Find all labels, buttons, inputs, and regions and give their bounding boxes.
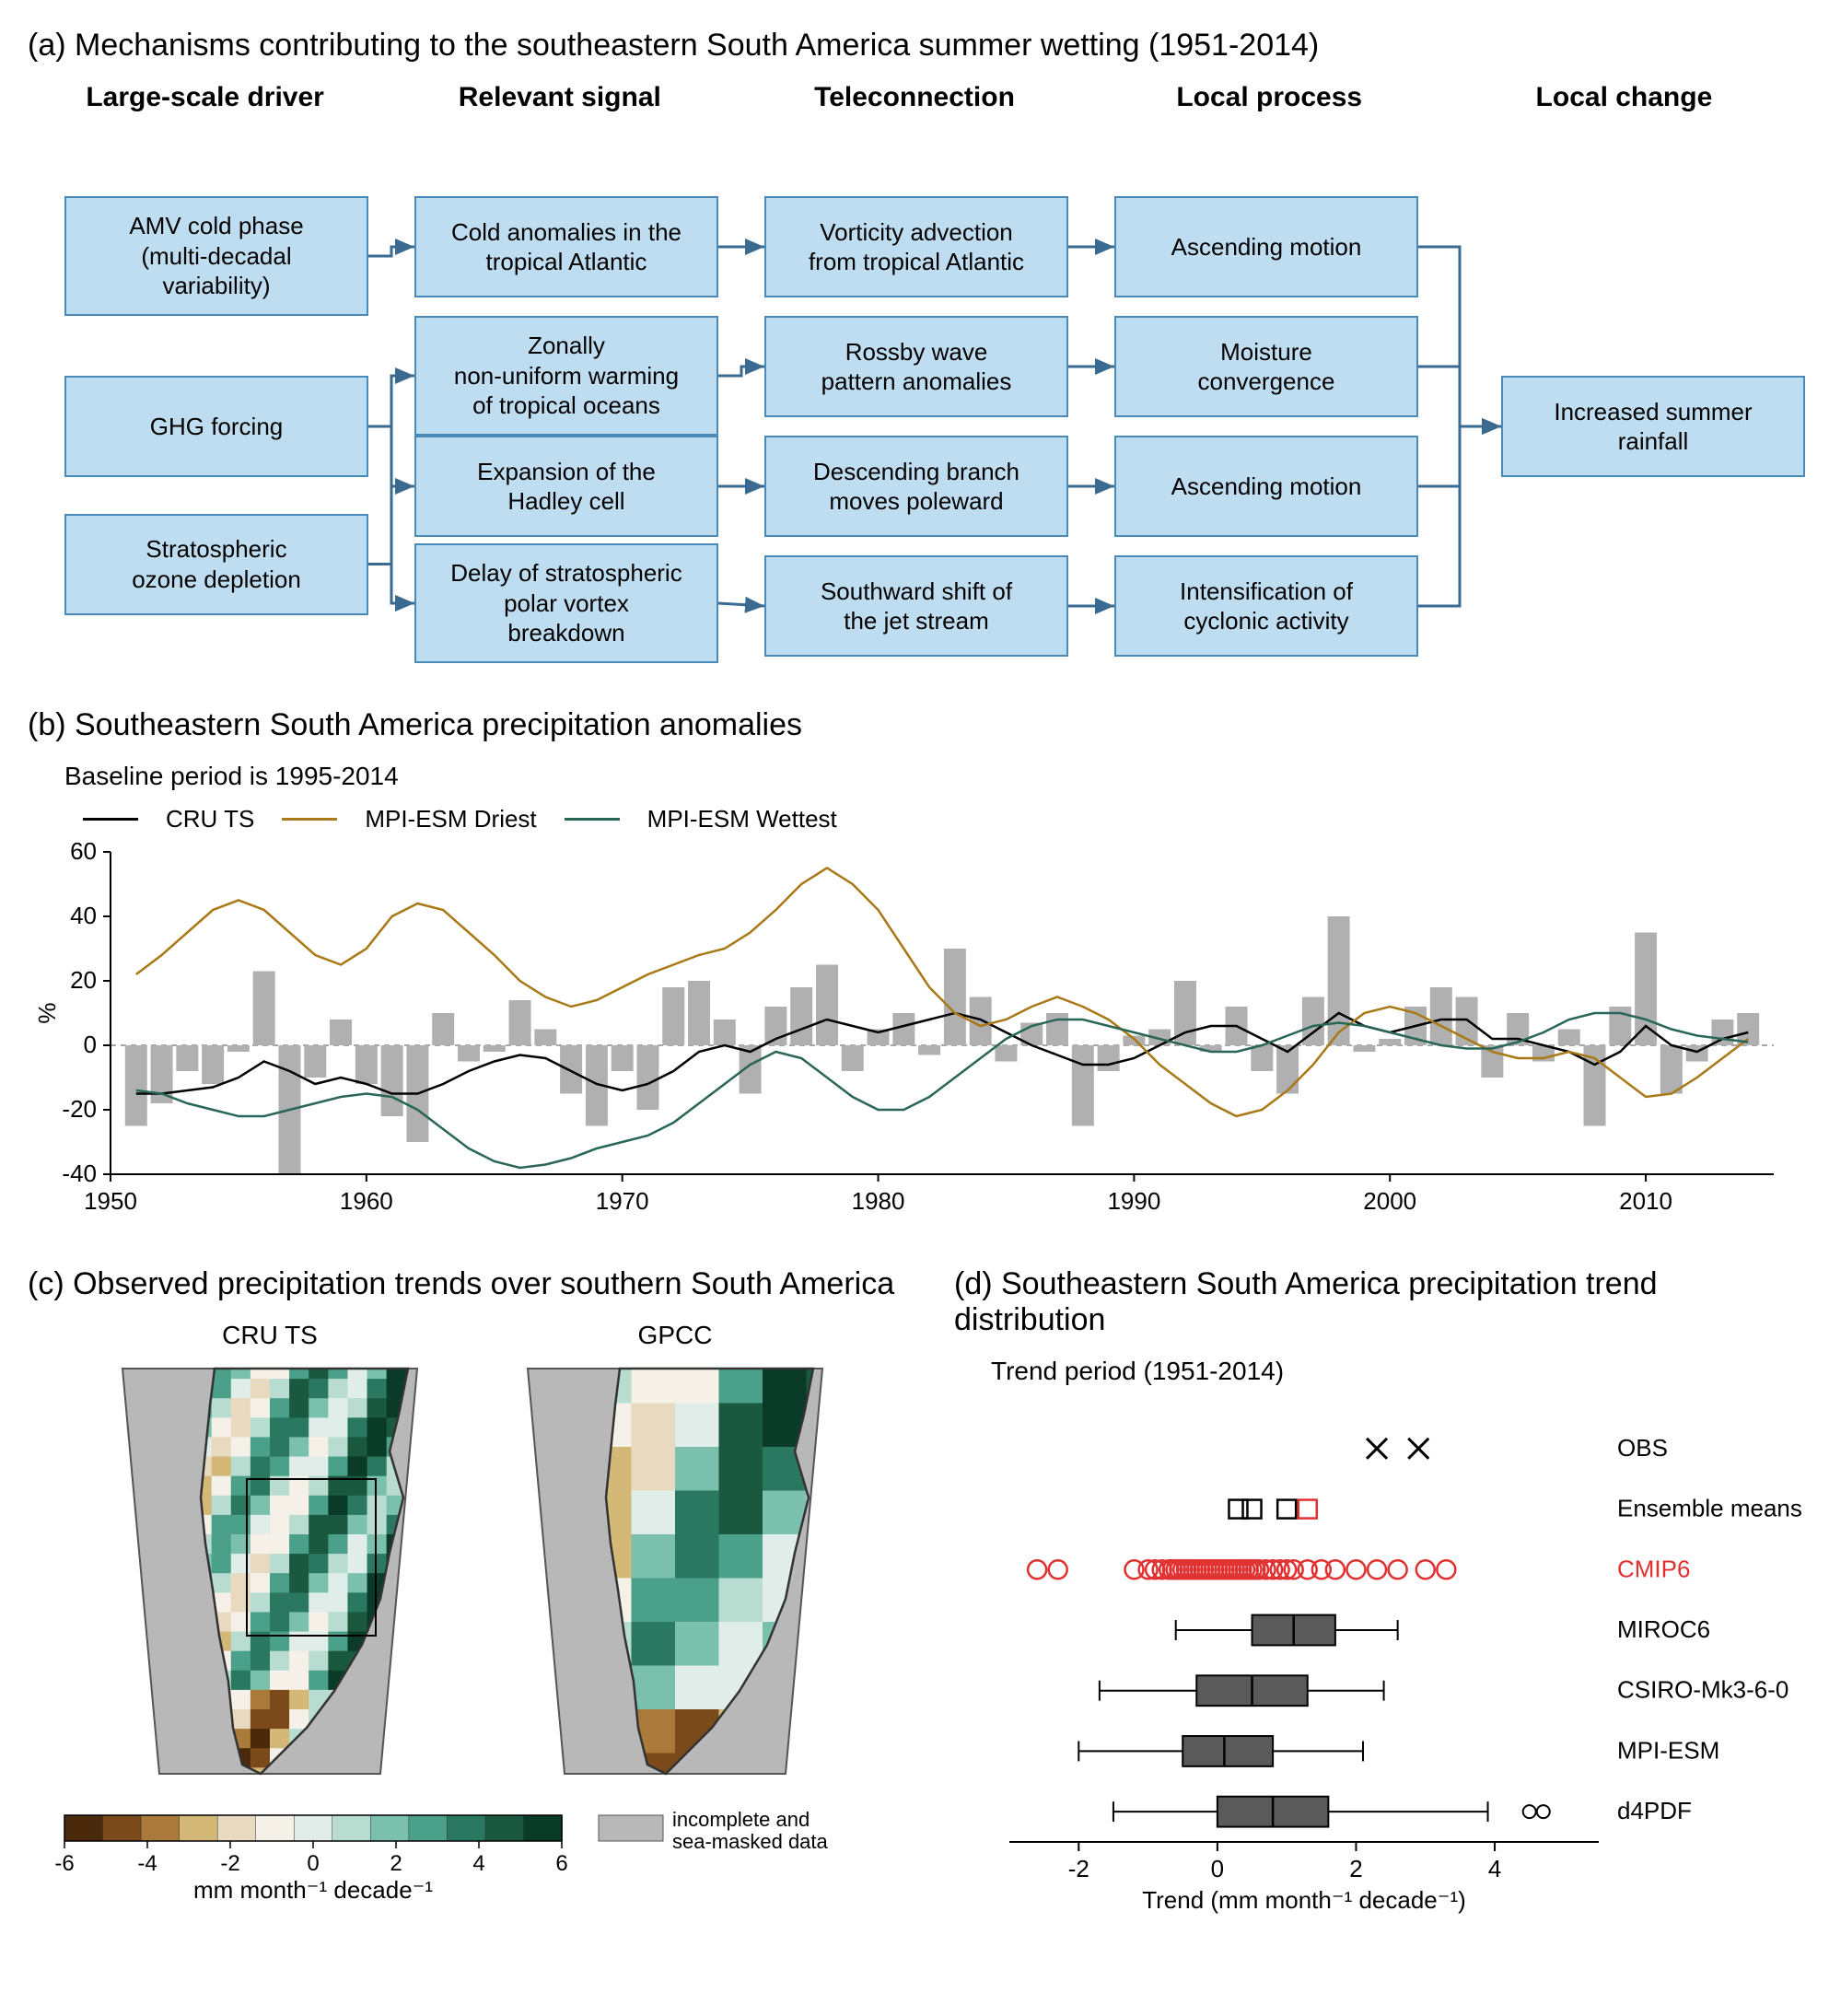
svg-text:OBS: OBS bbox=[1617, 1434, 1668, 1462]
svg-text:60: 60 bbox=[70, 843, 97, 865]
flow-box: Delay of stratospheric polar vortex brea… bbox=[414, 543, 718, 663]
panel-c: (c) Observed precipitation trends over s… bbox=[28, 1266, 917, 1921]
svg-text:2: 2 bbox=[390, 1851, 402, 1876]
flow-header: Relevant signal bbox=[382, 82, 737, 113]
svg-text:Trend (mm month⁻¹ decade⁻¹): Trend (mm month⁻¹ decade⁻¹) bbox=[1142, 1886, 1466, 1914]
svg-text:-4: -4 bbox=[137, 1851, 157, 1876]
svg-text:0: 0 bbox=[84, 1031, 97, 1058]
panel-a: (a) Mechanisms contributing to the south… bbox=[28, 28, 1801, 670]
flow-box: Expansion of the Hadley cell bbox=[414, 436, 718, 537]
panel-b-title: (b) Southeastern South America precipita… bbox=[28, 707, 1801, 743]
flow-box: Stratospheric ozone depletion bbox=[64, 514, 368, 615]
flow-box: Cold anomalies in the tropical Atlantic bbox=[414, 196, 718, 297]
flow-box: Increased summer rainfall bbox=[1501, 376, 1805, 477]
svg-text:2: 2 bbox=[1349, 1855, 1362, 1882]
flow-box: Zonally non-uniform warming of tropical … bbox=[414, 316, 718, 436]
svg-text:CMIP6: CMIP6 bbox=[1617, 1555, 1690, 1582]
flow-box: Descending branch moves poleward bbox=[764, 436, 1068, 537]
panel-b: (b) Southeastern South America precipita… bbox=[28, 707, 1801, 1229]
svg-text:4: 4 bbox=[472, 1851, 484, 1876]
flow-header: Teleconnection bbox=[737, 82, 1091, 113]
svg-text:-40: -40 bbox=[62, 1159, 97, 1187]
panel-b-chart: -40 -20 0 20 40 60 1950 1960 1970 1980 1990 2000 201… bbox=[28, 843, 1801, 1229]
flow-header: Large-scale driver bbox=[28, 82, 382, 113]
flow-headers: Large-scale driver Relevant signal Telec… bbox=[28, 82, 1801, 113]
map-gpcc bbox=[500, 1359, 850, 1783]
svg-text:%: % bbox=[33, 1002, 61, 1023]
svg-text:-2: -2 bbox=[1068, 1855, 1089, 1882]
svg-text:Ensemble means: Ensemble means bbox=[1617, 1495, 1801, 1522]
map-block-gpcc: GPCC bbox=[500, 1321, 850, 1788]
panel-c-title: (c) Observed precipitation trends over s… bbox=[28, 1266, 917, 1302]
svg-text:1990: 1990 bbox=[1107, 1187, 1160, 1215]
svg-text:MIROC6: MIROC6 bbox=[1617, 1615, 1710, 1643]
map-block-cru: CRU TS bbox=[95, 1321, 445, 1788]
svg-text:40: 40 bbox=[70, 902, 97, 929]
panel-a-title: (a) Mechanisms contributing to the south… bbox=[28, 28, 1801, 64]
svg-text:4: 4 bbox=[1488, 1855, 1501, 1882]
svg-text:2000: 2000 bbox=[1363, 1187, 1416, 1215]
flow-box: Rossby wave pattern anomalies bbox=[764, 316, 1068, 417]
panel-d-chart: -2 0 2 4 Trend (mm month⁻¹ decade⁻¹) OBS Ensem… bbox=[954, 1400, 1801, 1916]
flow-box: GHG forcing bbox=[64, 376, 368, 477]
legend-label: MPI-ESM Wettest bbox=[647, 805, 837, 833]
svg-text:d4PDF: d4PDF bbox=[1617, 1797, 1692, 1824]
colorbar: -6 -4 -2 0 2 4 6 mm month⁻¹ decade⁻¹ incomplete … bbox=[28, 1797, 856, 1917]
svg-text:-6: -6 bbox=[54, 1851, 74, 1876]
svg-text:6: 6 bbox=[555, 1851, 567, 1876]
svg-text:2010: 2010 bbox=[1619, 1187, 1672, 1215]
svg-text:mm month⁻¹ decade⁻¹: mm month⁻¹ decade⁻¹ bbox=[193, 1876, 433, 1904]
svg-text:1980: 1980 bbox=[852, 1187, 905, 1215]
svg-text:-20: -20 bbox=[62, 1095, 97, 1123]
legend-swatch bbox=[83, 818, 138, 821]
svg-text:0: 0 bbox=[307, 1851, 319, 1876]
svg-text:1970: 1970 bbox=[596, 1187, 649, 1215]
maps-row: CRU TS GPCC bbox=[28, 1321, 917, 1788]
bottom-row: (c) Observed precipitation trends over s… bbox=[28, 1266, 1801, 1921]
panel-d: (d) Southeastern South America precipita… bbox=[954, 1266, 1801, 1921]
svg-text:1960: 1960 bbox=[340, 1187, 393, 1215]
panel-d-subtitle: Trend period (1951-2014) bbox=[991, 1357, 1801, 1386]
panel-d-title: (d) Southeastern South America precipita… bbox=[954, 1266, 1801, 1338]
flow-box: AMV cold phase (multi-decadal variabilit… bbox=[64, 196, 368, 316]
legend-label: CRU TS bbox=[166, 805, 254, 833]
legend-swatch bbox=[565, 818, 620, 821]
map-title: GPCC bbox=[500, 1321, 850, 1350]
legend-label: MPI-ESM Driest bbox=[365, 805, 536, 833]
svg-text:-2: -2 bbox=[220, 1851, 239, 1876]
svg-text:MPI-ESM: MPI-ESM bbox=[1617, 1736, 1719, 1764]
map-cru-ts bbox=[95, 1359, 445, 1783]
svg-text:incomplete andsea-masked data: incomplete andsea-masked data bbox=[672, 1808, 829, 1853]
flow-box: Southward shift of the jet stream bbox=[764, 555, 1068, 657]
flow-box: Intensification of cyclonic activity bbox=[1114, 555, 1418, 657]
flow-box: Ascending motion bbox=[1114, 436, 1418, 537]
svg-text:20: 20 bbox=[70, 966, 97, 994]
flow-header: Local change bbox=[1447, 82, 1801, 113]
map-title: CRU TS bbox=[95, 1321, 445, 1350]
flow-grid: AMV cold phase (multi-decadal variabilit… bbox=[28, 136, 1801, 670]
svg-text:0: 0 bbox=[1211, 1855, 1224, 1882]
flow-box: Moisture convergence bbox=[1114, 316, 1418, 417]
flow-box: Ascending motion bbox=[1114, 196, 1418, 297]
svg-text:1950: 1950 bbox=[84, 1187, 137, 1215]
legend-swatch bbox=[282, 818, 337, 821]
panel-b-legend: CRU TS MPI-ESM Driest MPI-ESM Wettest bbox=[83, 805, 1801, 833]
svg-text:CSIRO-Mk3-6-0: CSIRO-Mk3-6-0 bbox=[1617, 1676, 1788, 1704]
flow-header: Local process bbox=[1092, 82, 1447, 113]
panel-b-subtitle: Baseline period is 1995-2014 bbox=[64, 762, 1801, 791]
flow-box: Vorticity advection from tropical Atlant… bbox=[764, 196, 1068, 297]
